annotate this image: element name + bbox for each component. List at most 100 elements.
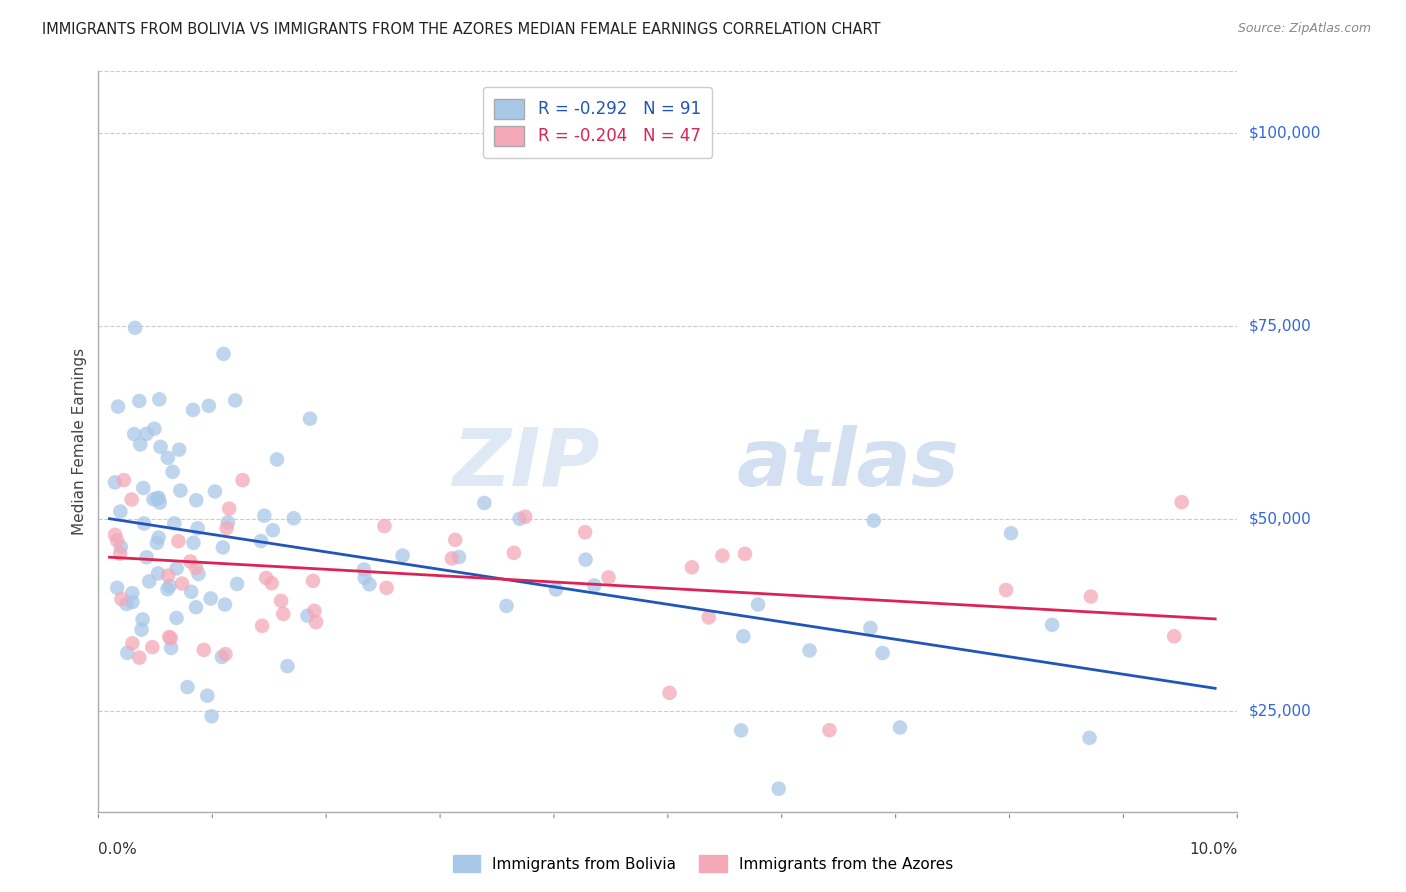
- Text: $50,000: $50,000: [1249, 511, 1312, 526]
- Point: [184, 561, 207, 575]
- Point: [121, 595, 143, 609]
- Point: [215, 521, 238, 535]
- Point: [132, 516, 155, 531]
- Y-axis label: Median Female Earnings: Median Female Earnings: [72, 348, 87, 535]
- Point: [128, 394, 150, 409]
- Point: [163, 516, 186, 531]
- Point: [121, 492, 143, 507]
- Text: 0.0%: 0.0%: [98, 842, 138, 857]
- Point: [135, 426, 157, 441]
- Point: [105, 581, 128, 595]
- Point: [681, 560, 703, 574]
- Point: [212, 541, 235, 555]
- Point: [472, 496, 495, 510]
- Point: [733, 629, 755, 643]
- Point: [218, 501, 240, 516]
- Point: [156, 450, 179, 465]
- Point: [276, 659, 298, 673]
- Point: [160, 640, 183, 655]
- Point: [375, 581, 398, 595]
- Text: Source: ZipAtlas.com: Source: ZipAtlas.com: [1237, 22, 1371, 36]
- Text: ZIP: ZIP: [453, 425, 599, 503]
- Point: [121, 586, 143, 600]
- Legend: R = -0.292   N = 91, R = -0.204   N = 47: R = -0.292 N = 91, R = -0.204 N = 47: [482, 87, 713, 158]
- Point: [217, 516, 239, 530]
- Point: [502, 546, 524, 560]
- Point: [1163, 629, 1185, 643]
- Point: [186, 493, 208, 508]
- Point: [226, 577, 249, 591]
- Point: [117, 646, 139, 660]
- Point: [183, 536, 205, 550]
- Point: [353, 571, 375, 585]
- Point: [250, 534, 273, 549]
- Point: [184, 600, 207, 615]
- Point: [187, 521, 209, 535]
- Point: [180, 584, 202, 599]
- Point: [201, 709, 224, 723]
- Point: [1078, 731, 1101, 745]
- Point: [110, 592, 132, 607]
- Point: [260, 576, 283, 591]
- Point: [447, 549, 470, 564]
- Point: [110, 540, 132, 554]
- Point: [204, 484, 226, 499]
- Point: [148, 491, 170, 505]
- Point: [131, 612, 153, 626]
- Point: [444, 533, 467, 547]
- Point: [198, 399, 221, 413]
- Point: [262, 523, 284, 537]
- Point: [298, 411, 321, 425]
- Point: [112, 473, 135, 487]
- Point: [373, 519, 395, 533]
- Point: [305, 615, 328, 629]
- Point: [271, 607, 294, 621]
- Point: [818, 723, 841, 738]
- Point: [1000, 526, 1022, 541]
- Point: [156, 582, 179, 597]
- Point: [353, 563, 375, 577]
- Point: [862, 514, 884, 528]
- Point: [129, 437, 152, 451]
- Legend: Immigrants from Bolivia, Immigrants from the Azores: Immigrants from Bolivia, Immigrants from…: [446, 847, 960, 880]
- Point: [658, 686, 681, 700]
- Point: [166, 561, 188, 575]
- Point: [889, 721, 911, 735]
- Point: [574, 525, 596, 540]
- Point: [128, 650, 150, 665]
- Point: [104, 527, 127, 541]
- Point: [122, 427, 145, 442]
- Text: $75,000: $75,000: [1249, 318, 1312, 334]
- Point: [135, 550, 157, 565]
- Point: [214, 647, 236, 661]
- Point: [146, 536, 169, 550]
- Point: [872, 646, 894, 660]
- Point: [598, 570, 620, 584]
- Point: [115, 597, 138, 611]
- Point: [131, 623, 153, 637]
- Point: [166, 611, 188, 625]
- Point: [1040, 617, 1063, 632]
- Point: [697, 610, 720, 624]
- Point: [859, 621, 882, 635]
- Point: [266, 452, 288, 467]
- Point: [297, 608, 319, 623]
- Point: [304, 604, 326, 618]
- Point: [193, 643, 215, 657]
- Point: [250, 619, 273, 633]
- Point: [509, 512, 531, 526]
- Point: [146, 491, 169, 506]
- Point: [170, 576, 193, 591]
- Point: [232, 473, 254, 487]
- Point: [730, 723, 752, 738]
- Point: [583, 578, 606, 592]
- Point: [768, 781, 790, 796]
- Text: 10.0%: 10.0%: [1189, 842, 1237, 857]
- Point: [270, 594, 292, 608]
- Point: [179, 554, 201, 568]
- Point: [515, 509, 537, 524]
- Point: [148, 531, 170, 545]
- Point: [195, 689, 218, 703]
- Point: [167, 534, 190, 549]
- Point: [495, 599, 517, 613]
